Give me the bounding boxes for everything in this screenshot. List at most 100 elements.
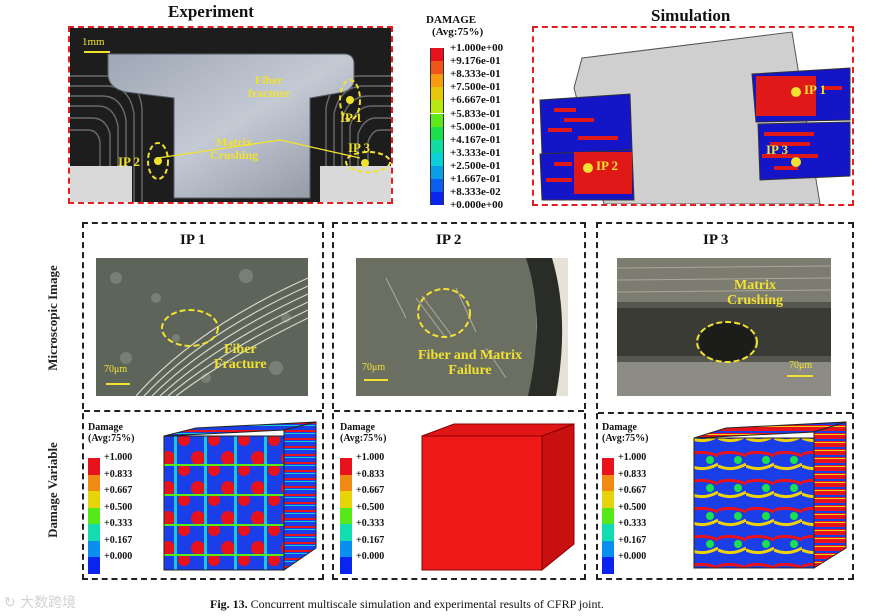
small-legend-entry: +0.333 (618, 518, 647, 529)
micro-image-ip1: Fiber Fracture 70μm (96, 258, 308, 396)
watermark-icon: ↻ (4, 595, 16, 611)
small-legend-entry: +0.333 (356, 518, 385, 529)
small-legend-swatch (602, 557, 614, 574)
small-legend-entry: +0.667 (104, 485, 133, 496)
row-label-microscopic: Microscopic Image (45, 265, 60, 371)
small-legend-swatch (340, 474, 352, 491)
legend-entry: +4.167e-01 (450, 133, 501, 146)
legend-swatch (430, 113, 444, 127)
legend-swatch (430, 87, 444, 101)
small-legend-swatch (88, 507, 100, 524)
sim-label-ip1: IP 1 (804, 82, 827, 97)
legend-swatch (430, 179, 444, 193)
experiment-panel: 1mm Fiber fracture Matrix Crushing IP 1 … (68, 26, 393, 204)
small-legend-subtitle: (Avg:75%) (88, 433, 135, 444)
small-legend-entry: +0.167 (618, 534, 647, 546)
simulation-title: Simulation (651, 6, 731, 25)
micro-image-ip3: Matrix Crushing 70μm (617, 258, 831, 396)
panel-title-ip1: IP 1 (180, 232, 206, 248)
small-legend-swatch (340, 540, 352, 557)
small-legend-swatch (88, 540, 100, 557)
damage-cube-ip1 (163, 421, 317, 571)
small-legend-ip1: Damage (Avg:75%) +1.000 +0.833 +0.667 +0.500 +… (88, 422, 158, 574)
legend-swatch (430, 74, 444, 88)
micro-annotation-ip1: Fiber Fracture (214, 342, 267, 372)
legend-swatch (430, 152, 444, 166)
legend-title: DAMAGE (426, 14, 477, 26)
small-legend-entry: +0.833 (104, 468, 133, 480)
small-legend-swatch (340, 557, 352, 574)
small-legend-subtitle: (Avg:75%) (340, 433, 387, 444)
small-legend-entry: +1.000 (356, 452, 385, 463)
legend-entry: +6.667e-01 (450, 94, 501, 107)
legend-entry: +5.833e-01 (450, 107, 501, 120)
small-legend-entry: +1.000 (104, 452, 133, 463)
micro-scale-ip1: 70μm (104, 364, 128, 375)
small-legend-swatch (602, 491, 614, 508)
panel-ip3 (596, 222, 854, 580)
label-ip3: IP 3 (348, 140, 371, 155)
experiment-photo (70, 28, 391, 202)
legend-swatch (430, 48, 444, 62)
small-legend-title: Damage (602, 422, 637, 433)
small-legend-entry: +0.500 (104, 501, 133, 513)
damage-cube-ip3 (693, 421, 847, 569)
watermark-logo: ↻ 大数跨境 (4, 592, 76, 612)
small-legend-entry: +0.000 (356, 551, 385, 562)
legend-entry: +8.333e-02 (450, 186, 501, 199)
legend-swatch (430, 126, 444, 140)
micro-scale-ip2: 70μm (362, 362, 386, 373)
small-legend-swatch (88, 557, 100, 574)
small-legend-title: Damage (88, 422, 123, 433)
small-legend-entry: +0.833 (618, 468, 647, 480)
small-legend-entry: +1.000 (618, 452, 647, 463)
sim-label-ip2: IP 2 (596, 158, 619, 173)
legend-swatch (430, 192, 444, 206)
panel-title-ip3: IP 3 (703, 232, 729, 248)
small-legend-entry: +0.000 (104, 551, 133, 562)
damage-legend: DAMAGE (Avg:75%) +1.000e+00 +9.176e-01 +8.… (426, 14, 546, 212)
label-matrix-crushing: Matrix Crushing (210, 135, 259, 162)
legend-swatch (430, 165, 444, 179)
micro-image-ip2: Fiber and Matrix Failure 70μm (356, 258, 568, 396)
small-legend-entry: +0.500 (356, 501, 385, 513)
legend-entry: +3.333e-01 (450, 146, 501, 159)
label-ip1: IP 1 (340, 110, 363, 125)
legend-swatch (430, 100, 444, 114)
small-legend-entry: +0.500 (618, 501, 647, 513)
caption-label: Fig. 13. (210, 597, 248, 611)
small-legend-entry: +0.000 (618, 551, 647, 562)
damage-cube-ip2 (421, 423, 575, 572)
small-legend-swatch (340, 524, 352, 541)
micro-annotation-ip2: Fiber and Matrix Failure (418, 348, 522, 378)
label-ip2: IP 2 (118, 154, 141, 169)
small-legend-entry: +0.833 (356, 468, 385, 480)
experiment-scale: 1mm (82, 36, 105, 48)
panel-ip2 (332, 222, 586, 580)
small-legend-subtitle: (Avg:75%) (602, 433, 649, 444)
row-label-damage: Damage Variable (45, 442, 60, 538)
small-legend-entry: +0.167 (356, 534, 385, 546)
small-legend-swatch (340, 458, 352, 475)
sim-label-ip3: IP 3 (766, 142, 789, 157)
small-legend-entry: +0.333 (104, 518, 133, 529)
label-fiber-fracture: Fiber fracture (248, 73, 290, 100)
legend-entry: +0.000e+00 (450, 199, 504, 212)
experiment-title: Experiment (168, 2, 254, 21)
small-legend-swatch (88, 474, 100, 491)
legend-entry: +8.333e-01 (450, 68, 501, 81)
legend-entry: +5.000e-01 (450, 120, 501, 133)
small-legend-ip3: Damage (Avg:75%) +1.000 +0.833 +0.667 +0.500 +… (602, 422, 672, 574)
small-legend-swatch (602, 540, 614, 557)
legend-entry: +1.000e+00 (450, 42, 504, 54)
small-legend-swatch (602, 507, 614, 524)
small-legend-ip2: Damage (Avg:75%) +1.000 +0.833 +0.667 +0.500 +… (340, 422, 410, 574)
simulation-view (539, 31, 851, 204)
legend-swatch (430, 61, 444, 75)
small-legend-swatch (602, 458, 614, 475)
small-legend-swatch (340, 491, 352, 508)
small-legend-title: Damage (340, 422, 375, 433)
micro-scale-ip3: 70μm (789, 360, 813, 371)
small-legend-swatch (602, 524, 614, 541)
panel-ip1 (82, 222, 324, 580)
